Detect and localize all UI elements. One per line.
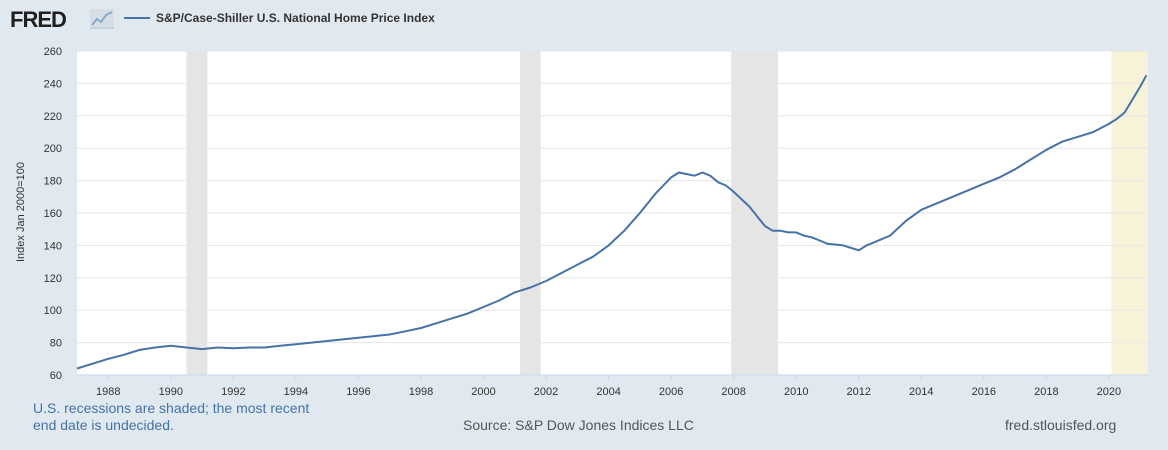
y-tick-label-100: 100: [44, 305, 62, 317]
x-tick-label-1990: 1990: [159, 386, 183, 398]
series-lines: [76, 74, 1148, 370]
legend[interactable]: S&P/Case-Shiller U.S. National Home Pric…: [124, 11, 435, 25]
x-tick-label-1992: 1992: [221, 386, 245, 398]
x-tick-label-2018: 2018: [1034, 386, 1058, 398]
recession-note-line1: U.S. recessions are shaded; the most rec…: [33, 400, 310, 416]
x-tick-label-2012: 2012: [847, 386, 871, 398]
y-axis-ticks: 60 80 100 120 140 160 180 200 220 240 260: [44, 46, 62, 382]
y-tick-label-260: 260: [44, 46, 62, 58]
fred-logo[interactable]: FRED: [10, 7, 67, 32]
gridlines: [77, 50, 1148, 376]
x-tick-label-2006: 2006: [659, 386, 683, 398]
chart-header: FRED S&P/Case-Shiller U.S. National Home…: [0, 0, 1168, 40]
x-tick-label-2010: 2010: [784, 386, 808, 398]
recession-note: U.S. recessions are shaded; the most rec…: [33, 400, 333, 434]
x-tick-label-2000: 2000: [471, 386, 495, 398]
x-tick-label-2008: 2008: [721, 386, 745, 398]
legend-swatch: [124, 16, 150, 19]
chart-area: 60 80 100 120 140 160 180 200 220 240 260 1988 1990…: [15, 46, 1148, 398]
x-tick-label-1988: 1988: [96, 386, 120, 398]
x-tick-label-1994: 1994: [284, 386, 308, 398]
y-tick-label-80: 80: [50, 338, 62, 350]
x-tick-label-2004: 2004: [596, 386, 620, 398]
x-axis-ticks: 1988 1990 1992 1994 1996 1998 2000 2002 2004 2006…: [77, 374, 1148, 398]
y-tick-label-140: 140: [44, 240, 62, 252]
x-tick-label-1996: 1996: [346, 386, 370, 398]
y-tick-label-200: 200: [44, 143, 62, 155]
x-tick-label-2020: 2020: [1097, 386, 1121, 398]
x-tick-label-2002: 2002: [534, 386, 558, 398]
y-tick-label-160: 160: [44, 208, 62, 220]
series-line-0[interactable]: [76, 74, 1148, 370]
y-tick-label-240: 240: [44, 78, 62, 90]
site-link[interactable]: fred.stlouisfed.org: [1005, 417, 1117, 433]
y-axis-label: Index Jan 2000=100: [15, 162, 27, 262]
y-tick-label-180: 180: [44, 176, 62, 188]
y-tick-label-60: 60: [50, 370, 62, 382]
x-tick-label-1998: 1998: [409, 386, 433, 398]
legend-label: S&P/Case-Shiller U.S. National Home Pric…: [156, 11, 435, 25]
y-tick-label-220: 220: [44, 111, 62, 123]
source-text: Source: S&P Dow Jones Indices LLC: [463, 417, 694, 433]
x-tick-label-2014: 2014: [909, 386, 933, 398]
y-tick-label-120: 120: [44, 273, 62, 285]
chart-line-icon: [90, 9, 114, 29]
recession-note-line2: end date is undecided.: [33, 417, 174, 433]
x-tick-label-2016: 2016: [972, 386, 996, 398]
